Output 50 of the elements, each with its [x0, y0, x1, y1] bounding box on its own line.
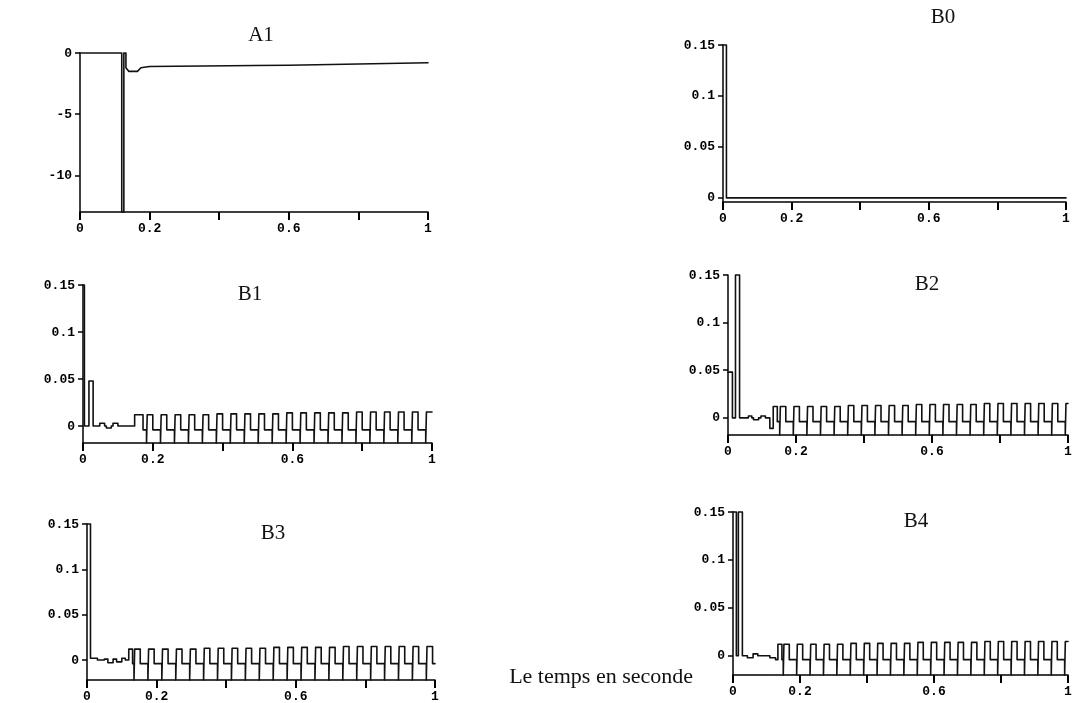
x-tick-label: 0: [83, 689, 92, 703]
x-tick-label: 0.6: [917, 211, 941, 226]
y-tick-label: 0.15: [683, 37, 716, 53]
y-tick-label: 0: [71, 652, 80, 668]
y-tick-label: 0: [67, 418, 76, 434]
x-tick-label: 0.6: [280, 452, 305, 467]
y-tick-label: 0: [717, 648, 726, 664]
y-tick-label: 0.1: [51, 324, 76, 340]
y-tick-label: 0.15: [693, 504, 726, 520]
y-tick-label: 0.1: [55, 561, 80, 577]
y-tick-label: 0.05: [688, 362, 721, 378]
y-tick-label: 0: [64, 45, 73, 61]
y-tick-label: 0.05: [693, 600, 726, 616]
x-tick-label: 1: [1064, 444, 1073, 459]
x-tick-label: 0.6: [277, 221, 301, 236]
y-tick-label: 0.15: [47, 516, 80, 532]
y-tick-label: 0.1: [701, 552, 726, 568]
y-tick-label: 0.05: [683, 139, 716, 155]
y-tick-label: 0.05: [43, 371, 76, 387]
x-tick-label: 0.2: [784, 444, 808, 459]
x-tick-label: 0.2: [788, 684, 812, 699]
x-tick-label: 0.2: [137, 221, 162, 236]
chart-title: A1: [248, 21, 274, 46]
y-tick-label: -5: [56, 106, 73, 122]
x-tick-label: 0.6: [284, 689, 308, 703]
y-tick-label: 0.1: [696, 315, 721, 331]
y-tick-label: 0.15: [43, 277, 76, 293]
x-tick-label: 0: [729, 684, 738, 699]
chart-title: B3: [260, 519, 286, 544]
chart-title: B4: [903, 507, 929, 532]
x-tick-label: 0.2: [141, 452, 165, 467]
chart-title: B0: [930, 3, 956, 28]
y-tick-label: 0.15: [688, 267, 721, 283]
x-tick-label: 0.6: [920, 444, 944, 459]
x-tick-label: 1: [1062, 211, 1071, 226]
y-tick-label: 0: [712, 410, 721, 426]
chart-title: B2: [914, 270, 940, 295]
x-tick-label: 0.6: [922, 684, 946, 699]
x-tick-label: 1: [431, 689, 440, 703]
x-axis-title: Le temps en seconde: [509, 662, 693, 688]
x-tick-label: 0.2: [779, 211, 804, 226]
x-tick-label: 1: [1064, 684, 1073, 699]
y-tick-label: 0.1: [691, 88, 716, 104]
x-tick-label: 1: [424, 221, 433, 236]
x-tick-label: 1: [428, 452, 437, 467]
x-tick-label: 0.2: [144, 689, 169, 703]
y-tick-label: 0.05: [47, 607, 80, 623]
chart-title: B1: [237, 280, 263, 305]
y-tick-label: 0: [707, 190, 716, 206]
y-tick-label: -10: [48, 167, 73, 183]
